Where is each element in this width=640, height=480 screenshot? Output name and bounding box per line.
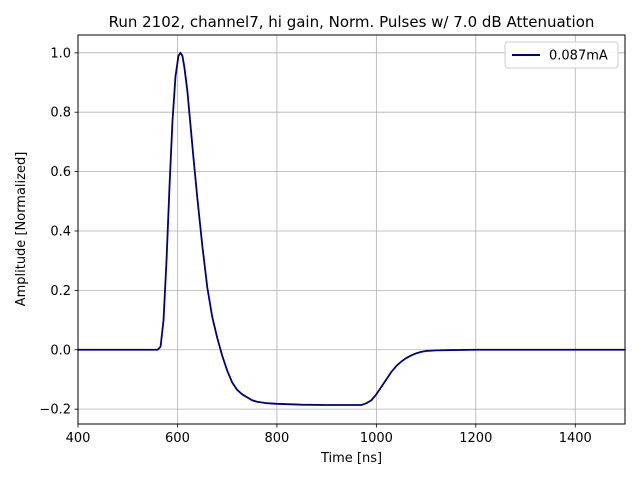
- tick-layer: 400 600 800 1000 1200 1400 −0.2 0.0 0.2 0.4 0.6 0.8…: [39, 46, 591, 446]
- y-tick-label: −0.2: [39, 403, 71, 418]
- series-line: [77, 51, 626, 406]
- y-axis-label: Amplitude [Normalized]: [14, 152, 29, 307]
- y-tick-label: 0.4: [50, 224, 71, 239]
- chart-title: Run 2102, channel7, hi gain, Norm. Pulse…: [109, 13, 595, 31]
- x-axis-label: Time [ns]: [320, 451, 382, 466]
- legend: 0.087mA: [504, 41, 619, 69]
- y-tick-label: 0.2: [50, 284, 71, 299]
- x-tick-label: 1000: [360, 431, 393, 446]
- series-layer: [77, 51, 626, 406]
- legend-box: [504, 41, 619, 69]
- y-tick-label: 0.0: [50, 343, 71, 358]
- x-tick-label: 400: [66, 431, 91, 446]
- x-tick-label: 600: [165, 431, 190, 446]
- x-tick-label: 1400: [559, 431, 592, 446]
- y-tick-label: 0.6: [50, 165, 71, 180]
- y-tick-label: 1.0: [50, 46, 71, 61]
- x-tick-label: 1200: [459, 431, 492, 446]
- x-tick-label: 800: [264, 431, 289, 446]
- plot-frame: [77, 34, 626, 425]
- y-tick-label: 0.8: [50, 106, 71, 121]
- legend-label: 0.087mA: [549, 49, 608, 64]
